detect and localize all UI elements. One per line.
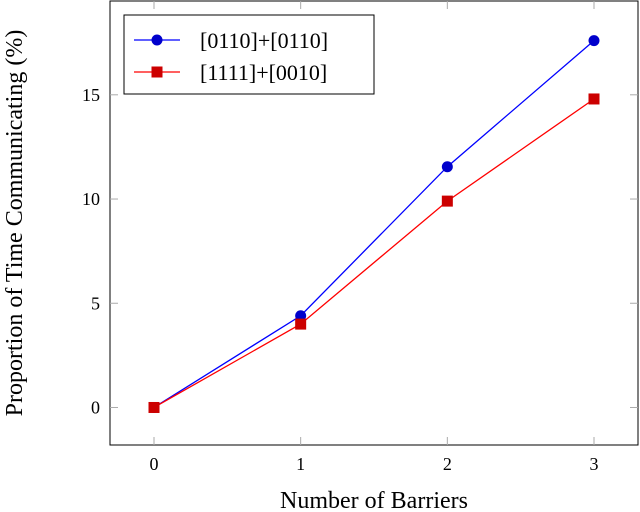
legend: [0110]+[0110] [1111]+[0010]: [123, 14, 375, 95]
data-point-series-2: [295, 318, 307, 330]
data-point-series-1: [295, 310, 307, 322]
legend-label-series-1: [0110]+[0110]: [200, 28, 328, 53]
y-tick-label: 0: [91, 397, 100, 417]
y-tick-label: 10: [82, 189, 100, 209]
legend-box: [123, 14, 375, 95]
data-point-series-1: [441, 161, 453, 173]
x-tick-label: 2: [443, 454, 452, 474]
series-line-2: [153, 98, 595, 409]
data-point-series-2: [148, 401, 160, 413]
y-axis-label: Proportion of Time Communicating (%): [2, 30, 28, 417]
legend-label-series-2: [1111]+[0010]: [200, 60, 327, 85]
y-tick-label: 5: [91, 293, 100, 313]
x-axis-label: Number of Barriers: [280, 488, 468, 512]
y-tick-label: 15: [82, 85, 100, 105]
data-point-series-2: [441, 195, 453, 207]
series-line-1: [153, 40, 595, 409]
data-point-series-2: [588, 93, 600, 105]
legend-marker-series-2: [151, 66, 163, 78]
x-tick-label: 1: [296, 454, 305, 474]
legend-marker-series-1: [151, 34, 163, 46]
x-tick-label: 0: [150, 454, 159, 474]
x-tick-label: 3: [590, 454, 599, 474]
data-point-series-1: [588, 35, 600, 47]
plot-frame: [109, 0, 639, 446]
